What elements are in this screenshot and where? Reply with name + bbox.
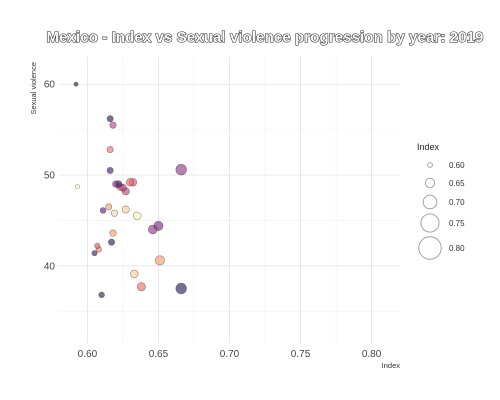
x-tick-label: 0.80 (362, 349, 382, 360)
legend-label: 0.60 (449, 161, 465, 170)
data-point (94, 242, 101, 249)
legend-size-circle (424, 177, 436, 189)
legend-label: 0.70 (449, 198, 465, 207)
data-point (130, 269, 139, 279)
legend-size-circle (422, 194, 438, 210)
data-point (109, 229, 117, 237)
legend-size-circle (427, 162, 433, 168)
data-point (75, 184, 80, 190)
data-point (112, 180, 120, 188)
data-point (109, 121, 117, 129)
y-axis-label: Sexual violence (29, 62, 38, 115)
data-point (105, 203, 113, 211)
x-axis-label: Index (382, 361, 401, 370)
y-tick-label: 40 (44, 261, 56, 272)
legend-size-circle (420, 213, 440, 233)
legend-label: 0.75 (449, 219, 465, 228)
x-tick-label: 0.70 (220, 349, 240, 360)
x-axis-ticks: 0.60 0.65 0.70 0.75 0.80 (78, 349, 382, 360)
data-point (132, 211, 142, 221)
legend-label: 0.65 (449, 179, 465, 188)
data-point (99, 207, 107, 214)
x-tick-label: 0.75 (291, 349, 311, 360)
data-point (175, 163, 187, 176)
data-point (98, 291, 105, 299)
data-point (106, 167, 114, 174)
data-point (154, 255, 165, 266)
data-point (106, 115, 114, 123)
data-point (175, 282, 187, 295)
data-point (121, 205, 130, 214)
size-legend: Index 0.60 0.65 0.70 0.75 0.80 (417, 142, 465, 260)
legend-label: 0.80 (449, 244, 465, 253)
chart-title: Mexico - Index vs Sexual violence progre… (47, 29, 484, 46)
data-point (125, 178, 135, 187)
y-axis-ticks: 40 50 60 (44, 80, 56, 273)
data-point (73, 81, 79, 87)
legend-title: Index (417, 142, 440, 152)
y-tick-label: 60 (44, 80, 56, 91)
data-point (108, 238, 116, 246)
data-point (91, 250, 98, 257)
data-point (136, 282, 146, 292)
legend-items: 0.60 0.65 0.70 0.75 0.80 (418, 161, 465, 260)
y-tick-label: 50 (44, 171, 56, 182)
data-point (148, 224, 158, 235)
x-tick-label: 0.65 (149, 349, 169, 360)
grid-lines (59, 57, 400, 343)
scatter-points (73, 81, 187, 299)
x-tick-label: 0.60 (78, 349, 98, 360)
legend-size-circle (418, 236, 442, 260)
data-point (110, 209, 118, 217)
data-point (106, 146, 114, 154)
